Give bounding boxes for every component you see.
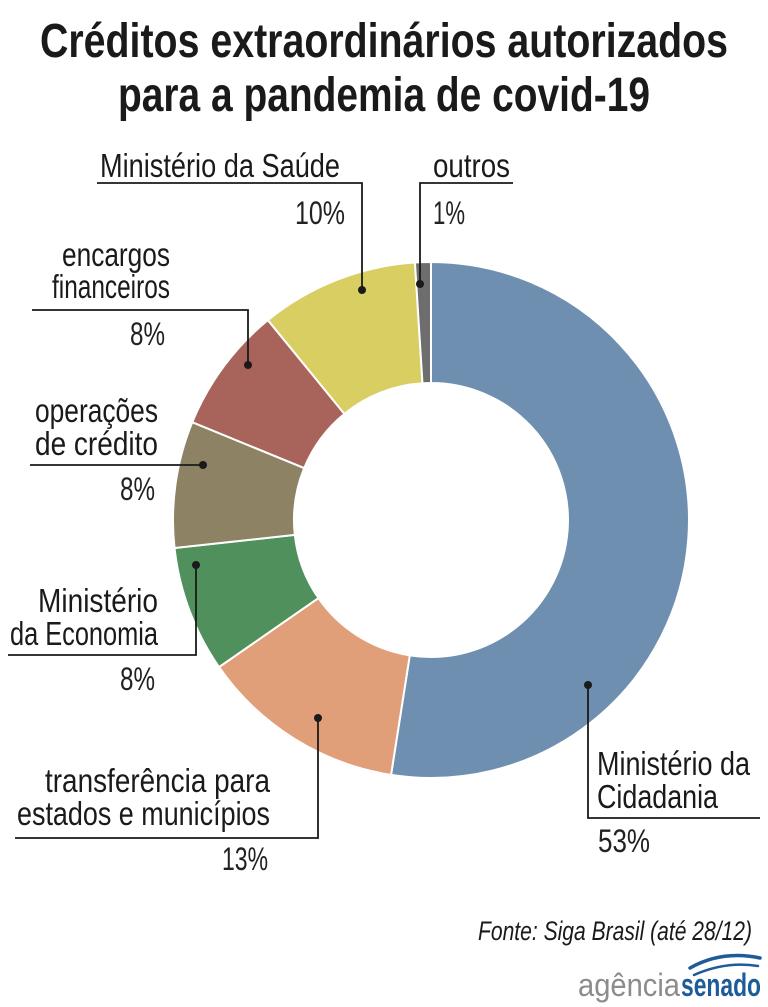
slice-label: estados e municípios bbox=[17, 795, 270, 832]
leader-dot-cidadania bbox=[584, 681, 592, 689]
leader-line-economia bbox=[8, 565, 197, 656]
leader-line-cidadania bbox=[587, 685, 760, 819]
chart-title: Créditos extraordinários autorizados par… bbox=[40, 15, 728, 122]
logo-text-agencia: agência bbox=[578, 967, 680, 1003]
chart-title-line-2: para a pandemia de covid-19 bbox=[118, 69, 650, 122]
slice-label: financeiros bbox=[52, 268, 170, 305]
leader-dot-saude bbox=[358, 286, 366, 294]
leader-dot-outros bbox=[416, 280, 424, 288]
slice-ministerio-da-cidadania bbox=[389, 260, 690, 779]
slice-label: Ministério bbox=[38, 582, 158, 619]
donut-chart bbox=[172, 260, 690, 779]
slice-label: da Economia bbox=[10, 615, 158, 652]
leader-line-encargos bbox=[32, 309, 249, 365]
slice-value-label: 1% bbox=[433, 195, 465, 231]
label-encargos-financeiros: encargos financeiros 8% bbox=[52, 236, 170, 352]
agencia-senado-logo: agência senado bbox=[578, 953, 762, 1003]
label-ministerio-da-cidadania: Ministério da Cidadania 53% bbox=[597, 745, 751, 859]
label-transferencia-estados-municipios: transferência para estados e municípios … bbox=[17, 762, 271, 877]
slice-label: outros bbox=[433, 147, 510, 184]
slice-value-label: 10% bbox=[295, 195, 345, 231]
slice-value-label: 8% bbox=[130, 316, 165, 352]
slice-value-label: 8% bbox=[120, 471, 155, 507]
leader-line-transferencia bbox=[15, 718, 319, 839]
slice-label: Ministério da Saúde bbox=[100, 147, 340, 184]
leader-dot-operacoes bbox=[199, 461, 207, 469]
leader-lines bbox=[8, 182, 760, 839]
logo-swoosh-icon bbox=[692, 963, 760, 977]
label-operacoes-de-credito: operações de crédito 8% bbox=[35, 392, 158, 507]
slice-label: Cidadania bbox=[597, 778, 719, 815]
label-ministerio-da-economia: Ministério da Economia 8% bbox=[10, 582, 158, 697]
chart-title-line-1: Créditos extraordinários autorizados bbox=[40, 15, 728, 68]
slice-value-label: 13% bbox=[222, 841, 268, 877]
logo-swoosh-icon bbox=[688, 953, 762, 970]
leader-line-outros bbox=[419, 182, 513, 284]
leader-line-saude bbox=[97, 182, 363, 290]
leader-dot-transferencia bbox=[314, 714, 322, 722]
slice-label: encargos bbox=[62, 236, 170, 273]
leader-dot-economia bbox=[192, 561, 200, 569]
label-ministerio-da-saude: Ministério da Saúde 10% bbox=[100, 147, 345, 231]
leader-dot-encargos bbox=[244, 361, 252, 369]
source-note: Fonte: Siga Brasil (até 28/12) bbox=[478, 916, 752, 946]
slice-label: de crédito bbox=[35, 425, 158, 462]
slice-label: operações bbox=[35, 392, 158, 429]
slice-label: Ministério da bbox=[597, 745, 751, 782]
slice-value-label: 53% bbox=[598, 823, 650, 859]
slice-value-label: 8% bbox=[120, 661, 155, 697]
logo-text-senado: senado bbox=[681, 967, 761, 1003]
label-outros: outros 1% bbox=[433, 147, 510, 231]
slice-label: transferência para bbox=[45, 762, 271, 799]
